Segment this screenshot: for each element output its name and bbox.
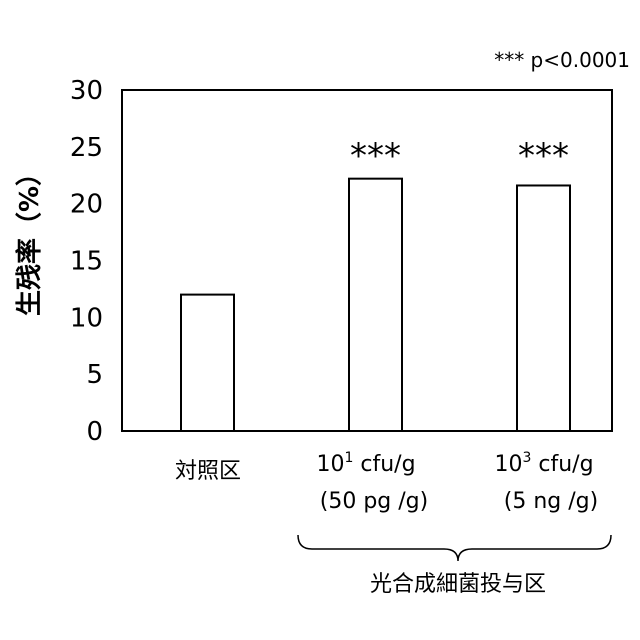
y-axis-ticks: 0 5 10 15 20 25 30 (70, 76, 103, 447)
category-label-control: 対照区 (175, 459, 241, 484)
bars-group (181, 179, 570, 431)
y-tick-label: 20 (70, 190, 103, 220)
bar (181, 295, 234, 431)
category-sublabel-dose-3: (5 ng /g) (504, 489, 598, 514)
y-tick-label: 10 (70, 303, 103, 333)
y-tick-label: 30 (70, 76, 103, 106)
y-tick-label: 5 (86, 360, 103, 390)
significance-legend: *** p<0.0001 (494, 48, 630, 72)
category-label-dose-1: 101 cfu/g (316, 450, 415, 477)
bar (349, 179, 402, 431)
y-tick-label: 0 (86, 417, 103, 447)
significance-marker: *** (350, 136, 401, 176)
category-label-dose-3: 103 cfu/g (494, 450, 593, 477)
significance-marker: *** (518, 136, 569, 176)
y-tick-label: 25 (70, 133, 103, 163)
y-tick-label: 15 (70, 247, 103, 277)
group-brace (298, 535, 611, 561)
bar (517, 185, 570, 431)
significance-markers: *** *** (350, 136, 569, 176)
y-axis-label: 生残率（%） (14, 160, 45, 316)
group-label: 光合成細菌投与区 (370, 572, 546, 597)
category-sublabel-dose-1: (50 pg /g) (320, 489, 428, 514)
